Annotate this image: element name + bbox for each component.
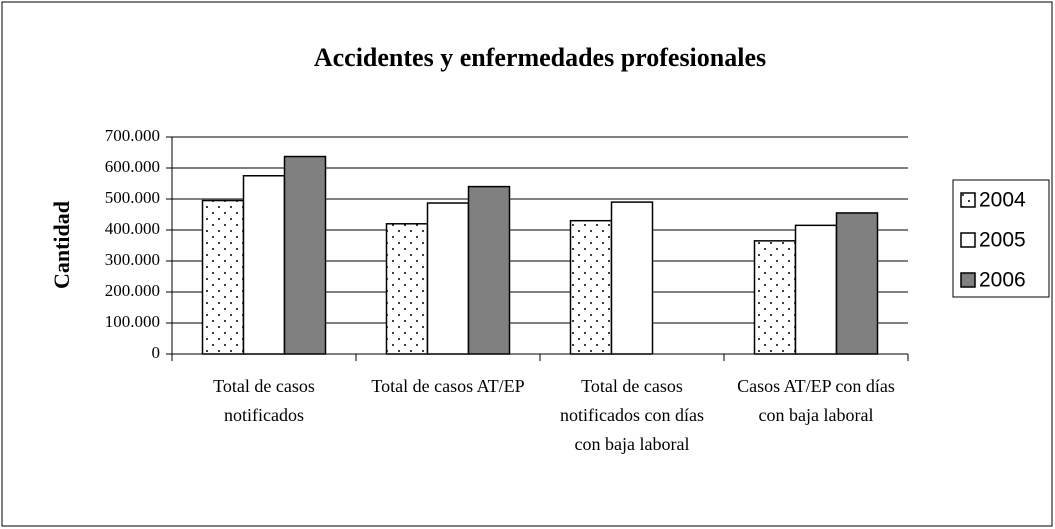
- y-tick-label: 600.000: [105, 157, 160, 176]
- y-axis-label: Cantidad: [49, 201, 74, 289]
- x-tick-label: Total de casos AT/EP: [371, 376, 525, 396]
- bar: [794, 224, 838, 355]
- bar: [467, 185, 511, 355]
- x-tick-label: Total de casos notificados: [213, 376, 315, 425]
- bar: [426, 202, 470, 355]
- y-tick-label: 0: [152, 343, 161, 362]
- x-tick-label: Total de casos notificados con días con …: [560, 376, 704, 454]
- y-tick-label: 100.000: [105, 312, 160, 331]
- bar: [835, 212, 879, 355]
- legend-label: 2006: [979, 269, 1026, 292]
- y-tick-label: 400.000: [105, 219, 160, 238]
- bar: [242, 175, 286, 355]
- bar: [753, 240, 797, 355]
- legend-label: 2004: [979, 189, 1026, 212]
- y-tick-label: 200.000: [105, 281, 160, 300]
- legend-swatch: [960, 192, 976, 208]
- bar: [385, 223, 429, 355]
- x-tick-label: Casos AT/EP con días con baja laboral: [737, 376, 895, 425]
- y-tick-label: 700.000: [105, 126, 160, 145]
- legend-swatch: [960, 272, 976, 288]
- legend-label: 2005: [979, 229, 1026, 252]
- bar: [610, 201, 654, 355]
- bar: [569, 219, 613, 355]
- y-tick-label: 500.000: [105, 188, 160, 207]
- legend-swatch: [960, 232, 976, 248]
- bar: [201, 199, 245, 355]
- y-tick-label: 300.000: [105, 250, 160, 269]
- chart-title: Accidentes y enfermedades profesionales: [314, 43, 766, 72]
- bar: [283, 155, 327, 355]
